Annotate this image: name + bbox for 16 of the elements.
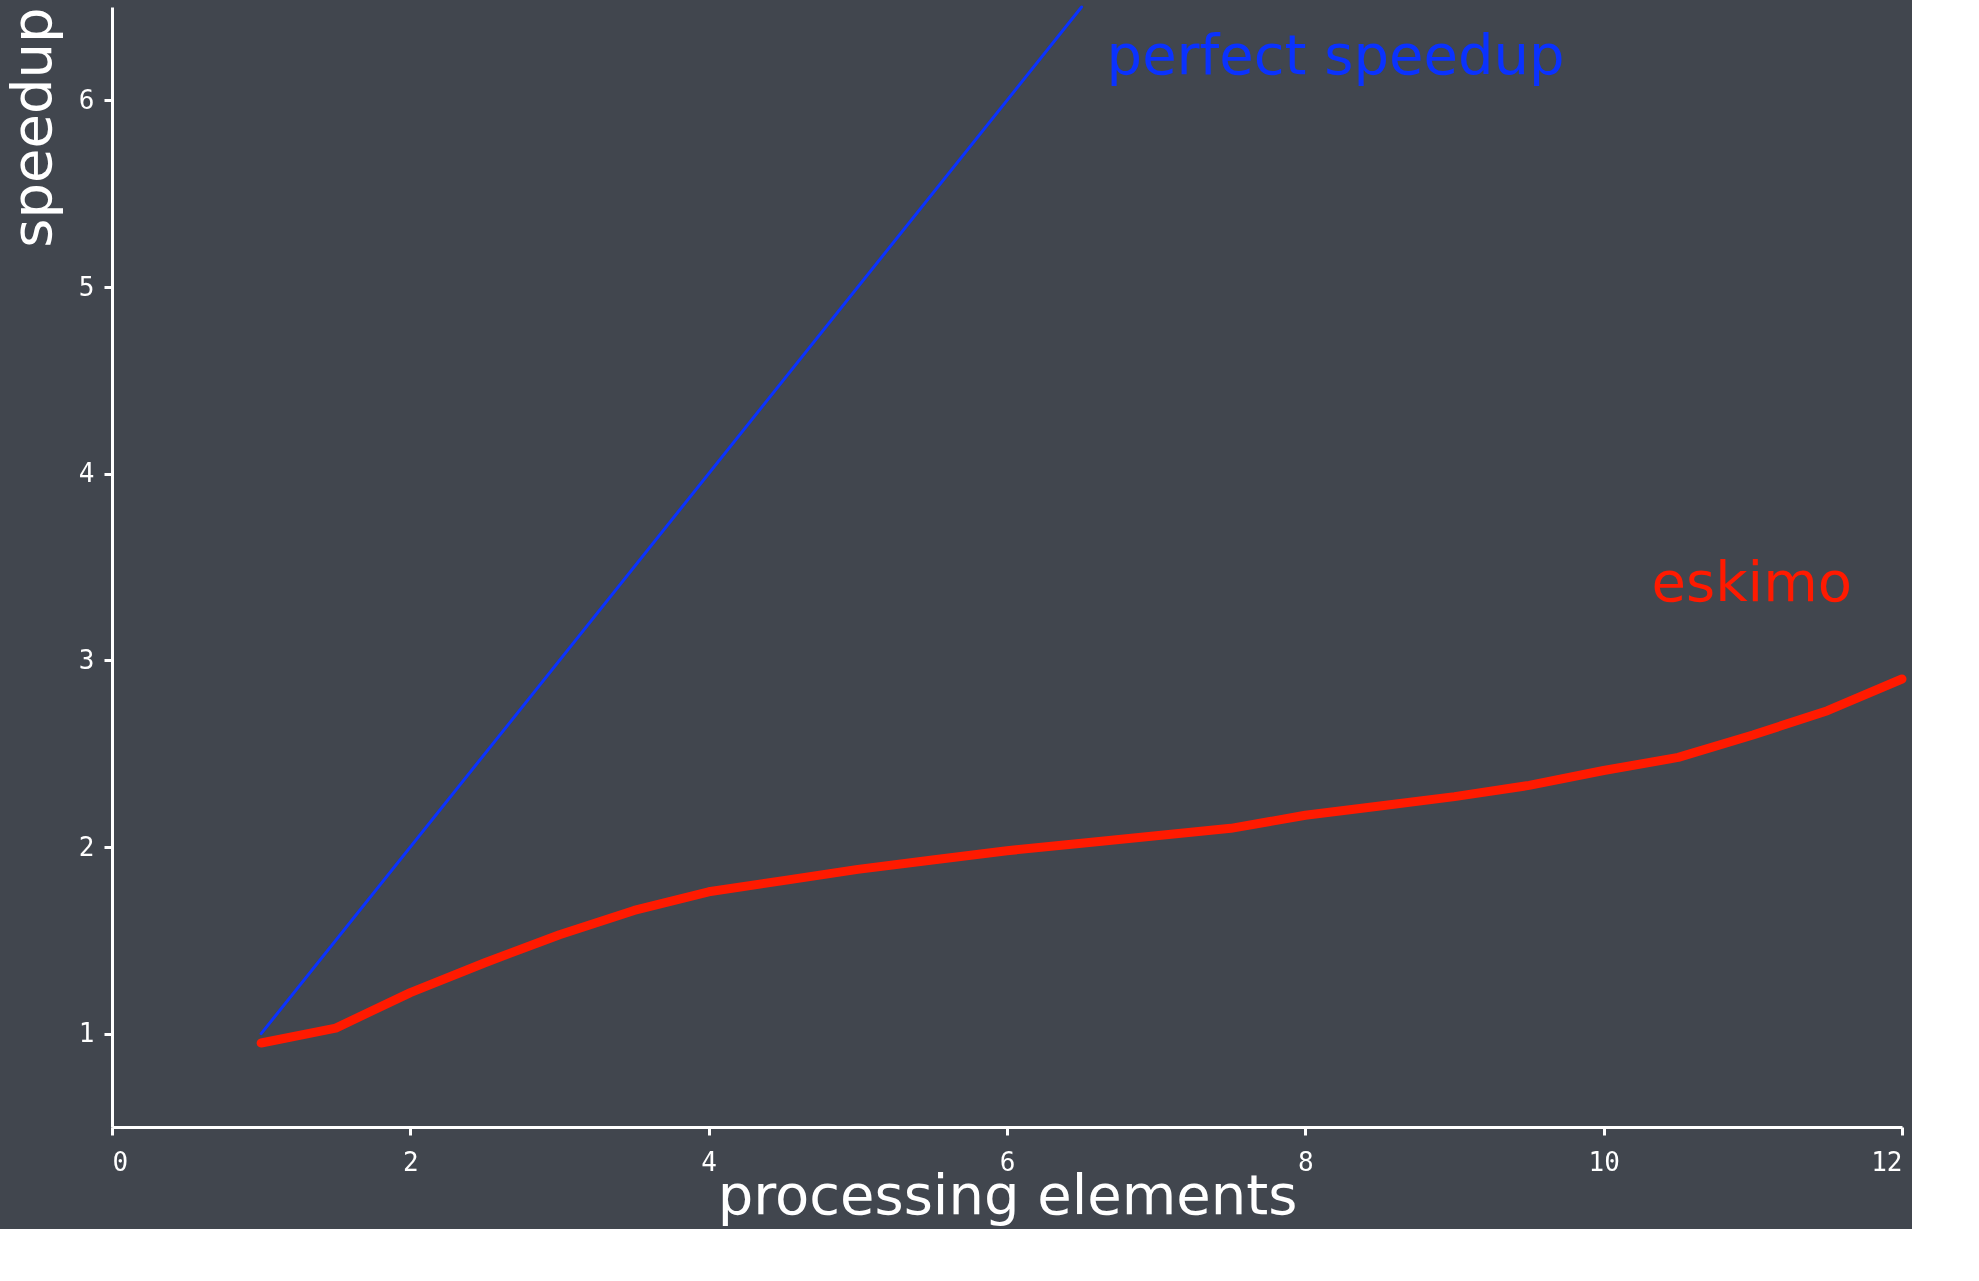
x-tick-label: 8 [1298, 1146, 1314, 1177]
series-label: perfect speedup [1106, 22, 1565, 87]
y-tick-label: 1 [78, 1018, 95, 1049]
y-tick-label: 6 [78, 84, 95, 115]
x-tick-label: 6 [999, 1146, 1016, 1177]
x-tick-label: 2 [403, 1146, 419, 1177]
y-tick-label: 5 [78, 271, 95, 302]
x-tick-label: 4 [701, 1146, 717, 1177]
series-label: eskimo [1651, 549, 1852, 614]
x-tick-label: 0 [112, 1146, 129, 1177]
y-tick-label: 4 [78, 458, 95, 489]
x-tick-label: 10 [1588, 1146, 1620, 1177]
x-tick-label: 12 [1871, 1146, 1903, 1177]
y-axis-title: speedup [0, 7, 64, 248]
y-tick-label: 2 [78, 831, 95, 862]
y-tick-label: 3 [78, 644, 95, 675]
